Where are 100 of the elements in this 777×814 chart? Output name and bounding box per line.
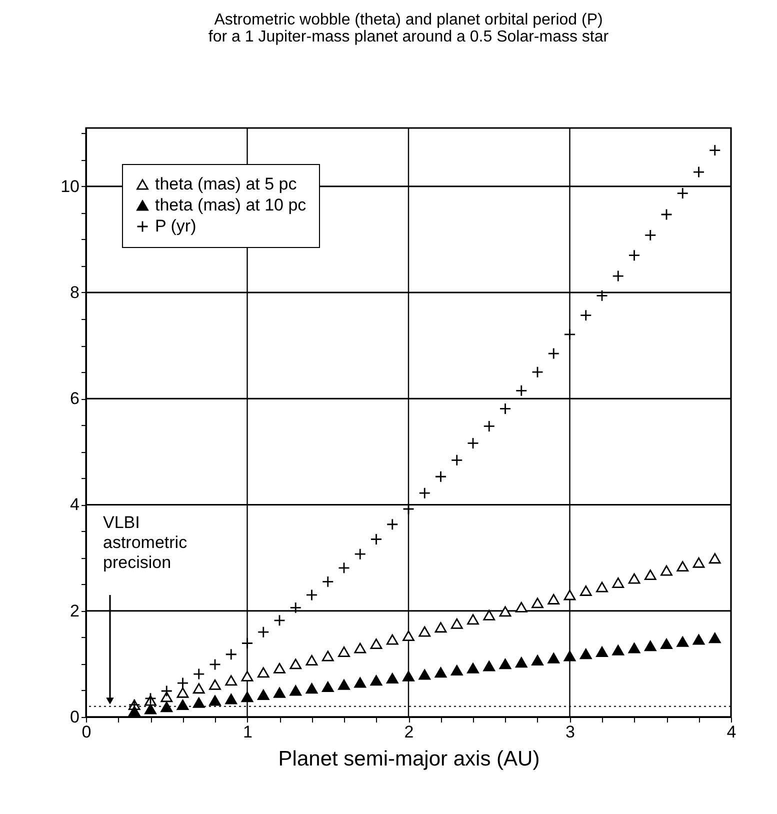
point <box>692 557 705 568</box>
point <box>548 348 560 360</box>
point <box>241 692 254 702</box>
point <box>676 636 689 647</box>
point <box>483 660 496 672</box>
point <box>354 548 366 560</box>
x-tick-label: 2 <box>404 722 414 742</box>
point <box>499 402 512 415</box>
point <box>257 626 270 638</box>
point <box>676 187 689 200</box>
point <box>225 694 238 704</box>
point <box>644 640 656 652</box>
point <box>612 270 624 282</box>
y-tick-label: 0 <box>70 708 80 726</box>
point <box>241 637 254 650</box>
point <box>580 309 592 322</box>
legend-label: P (yr) <box>155 216 196 236</box>
point <box>370 675 382 686</box>
point <box>386 673 398 684</box>
point <box>370 533 382 546</box>
point <box>209 695 221 706</box>
point <box>176 687 189 698</box>
point <box>434 667 447 678</box>
point <box>450 454 463 466</box>
point <box>257 667 270 678</box>
point <box>209 658 221 670</box>
point <box>515 657 528 668</box>
chart-subtitle: for a 1 Jupiter-mass planet around a 0.5 Solar-mass star <box>208 28 610 46</box>
point <box>564 328 576 340</box>
point <box>160 685 173 697</box>
point <box>386 518 398 530</box>
point <box>418 487 431 500</box>
point <box>257 689 270 700</box>
y-tick-label: 2 <box>70 601 80 620</box>
point <box>483 610 496 620</box>
point <box>225 675 238 686</box>
point <box>548 594 560 604</box>
point <box>402 503 414 515</box>
x-tick-label: 0 <box>82 722 92 742</box>
point <box>515 602 528 612</box>
point <box>434 622 447 633</box>
point <box>644 570 656 580</box>
point <box>338 562 350 574</box>
point <box>354 677 366 688</box>
point <box>532 366 544 378</box>
point <box>418 626 431 637</box>
point <box>290 658 302 670</box>
point <box>274 614 286 626</box>
point <box>532 598 544 608</box>
point <box>450 665 463 676</box>
point <box>532 654 544 666</box>
point <box>660 208 672 220</box>
point <box>580 585 592 596</box>
point <box>628 573 640 584</box>
point <box>209 679 221 690</box>
point <box>564 590 576 600</box>
point <box>499 606 512 617</box>
point <box>660 638 672 650</box>
point <box>306 683 318 694</box>
point <box>708 144 721 156</box>
point <box>692 166 705 178</box>
x-tick-label: 4 <box>726 722 736 742</box>
y-tick-label: 6 <box>70 389 80 408</box>
point <box>160 702 173 712</box>
point <box>290 685 302 696</box>
point <box>322 650 334 662</box>
point <box>306 654 318 666</box>
point <box>676 561 689 572</box>
point <box>225 648 238 660</box>
chart-title: Astrometric wobble (theta) and planet orbital period (P) <box>214 11 603 28</box>
point <box>176 677 189 689</box>
point <box>596 646 608 657</box>
legend-label: theta (mas) at 10 pc <box>155 196 307 214</box>
point <box>708 553 721 564</box>
point <box>515 384 528 397</box>
point <box>322 576 334 588</box>
y-tick-label: 8 <box>70 282 80 302</box>
point <box>434 470 447 483</box>
point <box>192 683 205 694</box>
point <box>160 692 173 702</box>
point <box>467 614 479 625</box>
point <box>290 602 302 614</box>
point <box>628 249 640 262</box>
point <box>596 582 608 592</box>
point <box>144 704 156 714</box>
point <box>274 662 286 674</box>
point <box>708 632 721 644</box>
x-axis-title: Planet semi-major axis (AU) <box>278 748 540 770</box>
point <box>548 652 560 664</box>
point <box>580 648 592 660</box>
point <box>274 687 286 698</box>
point <box>241 670 254 682</box>
point <box>596 290 608 302</box>
point <box>386 634 398 645</box>
point <box>483 420 496 432</box>
point <box>499 658 512 670</box>
annotation: VLBI astrometric precision <box>103 513 188 572</box>
legend-label: theta (mas) at 5 pc <box>155 174 298 194</box>
point <box>612 644 624 656</box>
point <box>644 229 656 242</box>
